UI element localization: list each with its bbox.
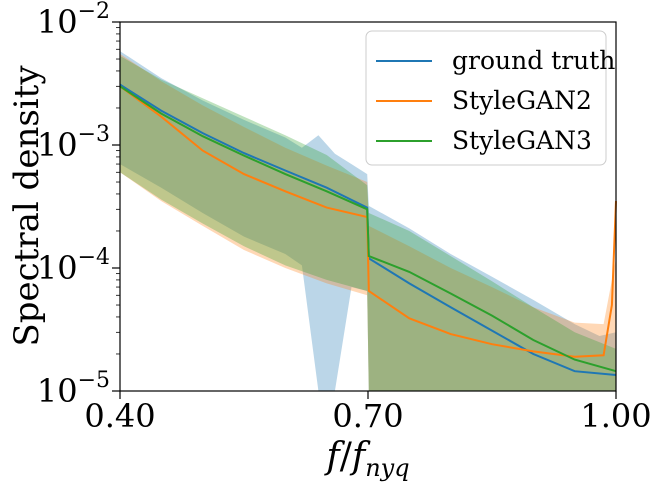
series-lines	[119, 83, 617, 376]
ground-truth-legend-label: ground truth	[452, 46, 615, 75]
x-axis-ticks: 0.40 0.70 1.00	[84, 391, 652, 435]
legend-box	[365, 30, 607, 166]
y-axis-ticks: 10−5 10−4 10−3 10−2	[37, 0, 120, 410]
y-tick-label: 10−5	[37, 368, 110, 410]
y-tick-label: 10−4	[37, 245, 110, 287]
y-axis-label: Spectral density	[7, 65, 47, 347]
x-tick-label: 0.70	[332, 397, 403, 435]
stylegan3-line	[119, 85, 617, 373]
x-tick-label: 0.40	[84, 397, 155, 435]
x-tick-label: 1.00	[580, 397, 651, 435]
y-tick-label: 10−3	[37, 122, 110, 164]
legend: ground truth StyleGAN2 StyleGAN3	[365, 30, 615, 166]
stylegan2-line	[119, 85, 617, 358]
stylegan3-legend-label: StyleGAN3	[452, 126, 592, 155]
y-tick-label: 10−2	[37, 0, 110, 41]
x-axis-label: f/fnyq	[323, 436, 409, 482]
stylegan2-legend-label: StyleGAN2	[452, 86, 592, 115]
